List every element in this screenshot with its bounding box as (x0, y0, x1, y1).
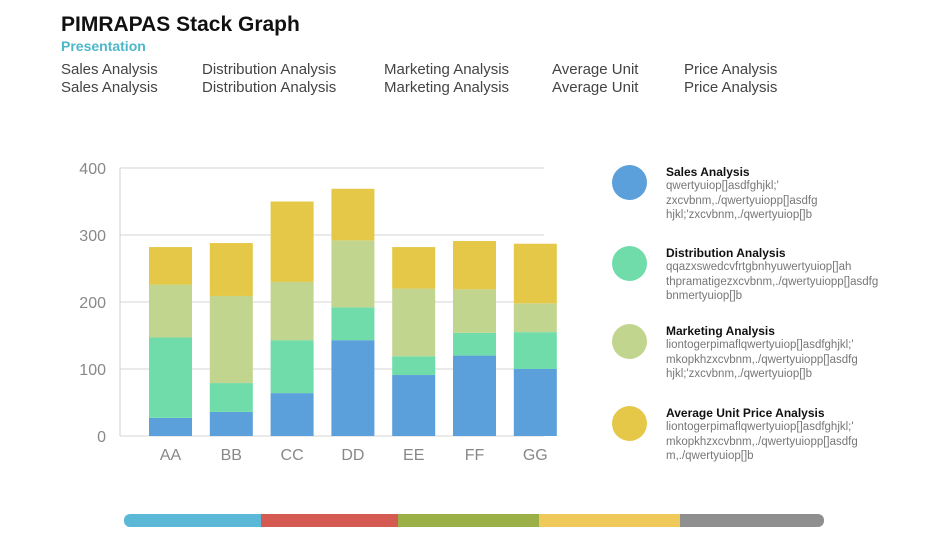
legend-desc-line: hjkl;'zxcvbnm,./qwertyuiop[]b (666, 209, 813, 221)
bottom-bar-segment (539, 514, 680, 527)
y-tick-label: 0 (97, 429, 106, 446)
bar-segment (331, 340, 375, 436)
legend-dot-marketing (612, 324, 647, 359)
bottom-color-bar (124, 514, 824, 527)
bar-segment (270, 340, 314, 394)
legend-desc-line: thpramatigezxcvbnm,./qwertyuiopp[]asdfg (666, 275, 879, 288)
x-tick-label: FF (465, 447, 485, 464)
bar-segment (453, 355, 496, 436)
legend-title-sales: Sales Analysis (666, 165, 750, 179)
x-tick-label: GG (523, 447, 548, 464)
legend-title-distribution: Distribution Analysis (666, 246, 786, 260)
header-label-distribution: Distribution Analysis (202, 61, 337, 78)
bar-segment (513, 369, 557, 436)
bar-segment (513, 243, 557, 304)
legend-title-marketing: Marketing Analysis (666, 324, 775, 338)
chart-title: PIMRAPAS Stack Graph (61, 13, 300, 36)
bar-segment (453, 241, 496, 290)
y-tick-label: 300 (79, 228, 106, 245)
bar-segment (513, 332, 557, 369)
bar-segment (149, 337, 192, 418)
bar-segment (392, 356, 436, 376)
x-tick-label: BB (221, 447, 242, 464)
legend-desc-line: mkopkhzxcvbnm,./qwertyuiopp[]asdfg (666, 435, 858, 448)
bar-segment (149, 284, 192, 338)
bar-segment (270, 201, 314, 282)
bar-segment (331, 188, 375, 241)
legend-desc-line: hjkl;'zxcvbnm,./qwertyuiop[]b (666, 368, 813, 380)
x-tick-label: DD (341, 447, 364, 464)
x-tick-label: AA (160, 447, 182, 464)
bar-segment (209, 243, 253, 296)
legend-desc-line: mkopkhzxcvbnm,./qwertyuiopp[]asdfg (666, 353, 858, 366)
x-tick-label: CC (281, 447, 304, 464)
bar-segment (209, 411, 253, 436)
y-tick-label: 100 (79, 362, 106, 379)
legend-desc-average-unit-price: liontogerpimaflqwertyuiop[]asdfghjkl;' m… (666, 420, 858, 464)
header-label-average-unit: Average Unit (552, 61, 639, 78)
header-label-price: Price Analysis (684, 79, 778, 96)
bar-segment (392, 288, 436, 357)
legend-desc-marketing: liontogerpimaflqwertyuiop[]asdfghjkl;' m… (666, 338, 858, 382)
bar-segment (209, 383, 253, 412)
bar-segment (149, 247, 192, 285)
bottom-bar-segment (261, 514, 398, 527)
bar-segment (453, 332, 496, 356)
stacked-bar-chart: 0 100 200 300 400 AA BB CC DD EE FF GG (79, 161, 557, 464)
bar-segment (270, 393, 314, 436)
legend-desc-line: qqazxswedcvfrtgbnhyuwertyuiop[]ah (666, 261, 852, 273)
legend-desc-distribution: qqazxswedcvfrtgbnhyuwertyuiop[]ah thpram… (666, 260, 878, 304)
x-tick-label: EE (403, 447, 424, 464)
legend-desc-line: liontogerpimaflqwertyuiop[]asdfghjkl;' (666, 421, 854, 433)
legend-desc-line: zxcvbnm,./qwertyuiopp[]asdfg (666, 194, 818, 207)
legend-dot-sales (612, 165, 647, 200)
header-label-price: Price Analysis (684, 61, 778, 78)
legend-desc-sales: qwertyuiop[]asdfghjkl;' zxcvbnm,./qwerty… (666, 179, 818, 223)
bottom-bar-segment (398, 514, 539, 527)
legend-desc-line: m,./qwertyuiop[]b (666, 450, 754, 462)
bar-segment (331, 307, 375, 341)
bar-segment (513, 303, 557, 333)
bar-segment (270, 281, 314, 341)
header-label-sales: Sales Analysis (61, 61, 158, 78)
header-label-distribution: Distribution Analysis (202, 79, 337, 96)
bottom-bar-segment (124, 514, 261, 527)
header-label-average-unit: Average Unit (552, 79, 639, 96)
header-label-marketing: Marketing Analysis (384, 61, 510, 78)
y-tick-label: 400 (79, 161, 106, 178)
header-label-sales: Sales Analysis (61, 79, 158, 96)
legend-desc-line: liontogerpimaflqwertyuiop[]asdfghjkl;' (666, 339, 854, 351)
legend-title-average-unit-price: Average Unit Price Analysis (666, 406, 825, 420)
chart-subtitle: Presentation (61, 38, 146, 54)
bar-segment (209, 295, 253, 384)
header-label-marketing: Marketing Analysis (384, 79, 510, 96)
bar-segment (453, 289, 496, 333)
bar-segment (392, 247, 436, 289)
bar-segment (149, 417, 192, 436)
y-tick-label: 200 (79, 295, 106, 312)
legend-desc-line: qwertyuiop[]asdfghjkl;' (666, 180, 779, 192)
legend-dot-average-unit-price (612, 406, 647, 441)
bottom-bar-segment (680, 514, 824, 527)
bar-segment (392, 375, 436, 436)
bar-segment (331, 240, 375, 308)
legend-dot-distribution (612, 246, 647, 281)
legend-desc-line: bnmertyuiop[]b (666, 290, 743, 302)
